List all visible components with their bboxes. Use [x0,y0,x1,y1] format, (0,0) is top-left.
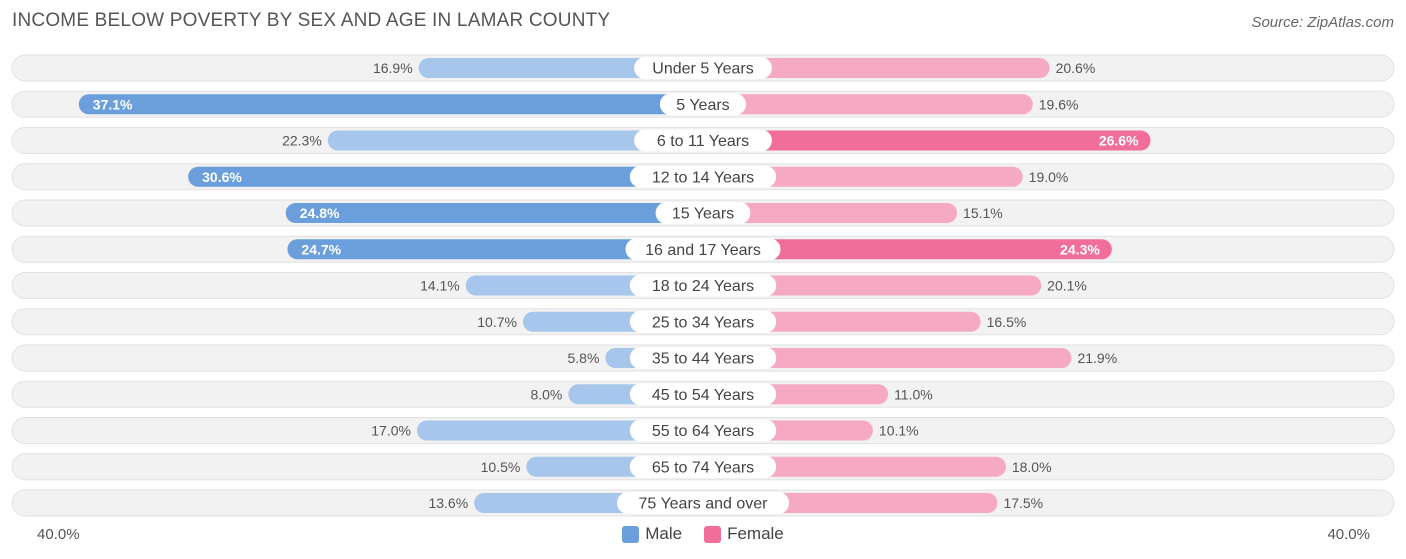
category-pill [629,419,777,442]
category-label: Under 5 Years [652,61,753,78]
legend-label-male: Male [645,524,683,543]
category-label: 18 to 24 Years [652,278,754,295]
legend-swatch-male [622,525,640,543]
category-label: 65 to 74 Years [652,459,754,476]
category-label: 25 to 34 Years [652,314,754,331]
category-pill [655,202,751,224]
chart-title: INCOME BELOW POVERTY BY SEX AND AGE IN L… [12,10,611,31]
legend-swatch-female [704,525,722,543]
value-label-female: 26.6% [1099,133,1139,149]
category-pill [629,310,777,333]
category-label: 16 and 17 Years [645,242,761,259]
value-label-male: 5.8% [567,350,599,366]
bar-male[interactable] [287,239,703,260]
value-label-female: 19.6% [1039,96,1079,112]
axis-left-label: 40.0% [37,526,80,543]
value-label-male: 22.3% [282,133,322,149]
value-label-male: 13.6% [428,495,468,511]
category-pill [625,238,781,261]
value-label-female: 15.1% [963,205,1003,221]
value-label-male: 10.5% [481,459,521,475]
legend-item-female[interactable]: Female [704,524,784,544]
category-label: 45 to 54 Years [652,387,754,404]
category-pill [629,165,777,188]
legend-item-male[interactable]: Male [622,524,682,544]
bar-female[interactable] [703,130,1151,151]
bar-female[interactable] [703,94,1033,115]
value-label-female: 11.0% [894,386,933,402]
value-label-male: 37.1% [93,96,133,112]
legend: Male Female [0,524,1406,544]
axis-right-label: 40.0% [1327,526,1370,543]
value-label-female: 10.1% [879,423,919,439]
category-pill [659,93,747,116]
value-label-male: 14.1% [420,278,460,294]
value-label-male: 24.8% [300,205,340,221]
category-pill [629,274,777,297]
category-label: 55 to 64 Years [652,423,754,440]
category-pill [634,129,772,152]
value-label-male: 24.7% [301,241,341,257]
bar-male[interactable] [188,166,703,187]
value-label-male: 30.6% [202,169,242,185]
bar-chart: 16.9% 20.6% Under 5 Years 37.1% 19.6% 5 Years… [11,54,1395,517]
category-label: 5 Years [676,97,729,114]
value-label-female: 21.9% [1077,350,1117,366]
category-label: 15 Years [672,206,734,223]
bar-male[interactable] [327,130,703,151]
bar-female[interactable] [703,166,1023,187]
value-label-female: 18.0% [1012,459,1052,475]
bar-male[interactable] [418,58,703,78]
category-pill [616,492,790,514]
source-label: Source: ZipAtlas.com [1251,14,1394,31]
value-label-male: 16.9% [373,60,413,76]
category-pill [634,57,772,79]
value-label-male: 10.7% [477,314,517,330]
category-label: 75 Years and over [639,496,769,513]
value-label-male: 17.0% [371,423,411,439]
value-label-female: 20.1% [1047,278,1087,294]
bar-male[interactable] [78,94,704,115]
bar-female[interactable] [703,275,1042,296]
bar-male[interactable] [285,203,703,223]
bar-female[interactable] [703,348,1072,368]
bar-female[interactable] [703,456,1006,477]
value-label-female: 19.0% [1029,169,1069,185]
value-label-female: 16.5% [987,314,1027,330]
legend-label-female: Female [727,524,784,543]
bar-female[interactable] [703,58,1050,78]
category-label: 6 to 11 Years [657,133,749,150]
value-label-female: 17.5% [1003,495,1043,511]
category-pill [629,383,777,406]
category-pill [629,455,777,478]
value-label-female: 20.6% [1056,60,1096,76]
bar-female[interactable] [703,239,1112,260]
value-label-male: 8.0% [530,386,562,402]
category-pill [629,347,777,369]
bar-female[interactable] [703,203,958,223]
category-label: 12 to 14 Years [652,169,754,186]
category-label: 35 to 44 Years [652,351,754,368]
value-label-female: 24.3% [1060,241,1100,257]
